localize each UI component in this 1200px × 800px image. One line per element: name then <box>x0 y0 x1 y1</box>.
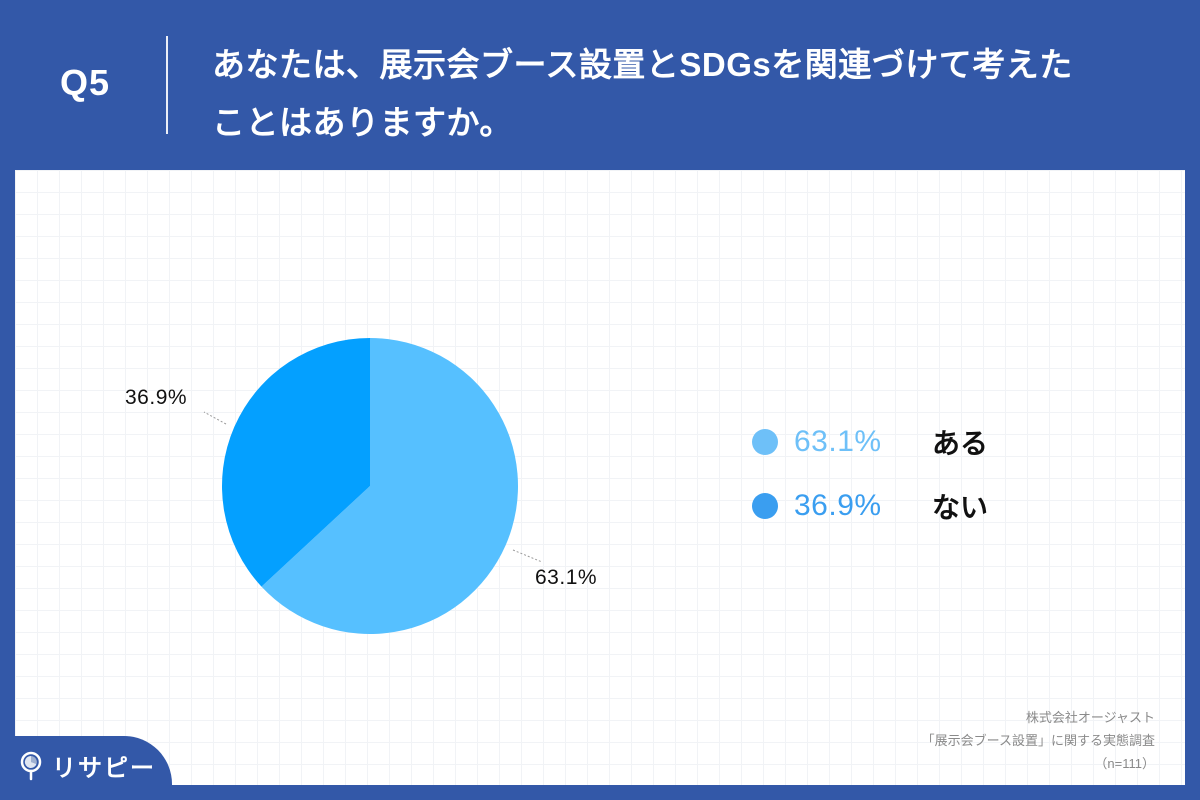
brand-logo: リサピー <box>20 748 156 783</box>
legend-label: ある <box>932 428 989 459</box>
source-sample-size: （n=111） <box>1094 756 1155 771</box>
source-note: 株式会社オージャスト 「展示会ブース設置」に関する実態調査 （n=111） <box>922 706 1155 775</box>
question-line-1: あなたは、展示会ブース設置とSDGsを関連づけて考えた <box>212 46 1073 83</box>
question-text: あなたは、展示会ブース設置とSDGsを関連づけて考えた ことはありますか。 <box>212 36 1152 152</box>
legend-label: ない <box>932 492 989 523</box>
question-number: Q5 <box>60 62 111 103</box>
source-company: 株式会社オージャスト <box>1025 710 1155 725</box>
legend-dot-icon <box>752 493 778 519</box>
legend-item-nai: 36.9% ない <box>752 474 988 538</box>
pin-pie-icon <box>20 751 42 780</box>
legend-dot-icon <box>752 429 778 455</box>
chart-panel <box>15 170 1185 785</box>
leader-line-slice1 <box>512 549 543 563</box>
chart-legend: 63.1% ある 36.9% ない <box>752 410 988 538</box>
question-header: Q5 あなたは、展示会ブース設置とSDGsを関連づけて考えた ことはありますか。 <box>0 0 1200 170</box>
legend-item-aru: 63.1% ある <box>752 410 988 474</box>
leader-line-slice2 <box>203 411 227 425</box>
pie-label-nai: 36.9% <box>125 386 188 409</box>
legend-percent: 36.9% <box>794 489 882 522</box>
header-divider <box>166 36 168 134</box>
pie-slices <box>221 338 518 634</box>
pie-label-aru: 63.1% <box>535 566 598 589</box>
pie-slice-nai <box>221 338 370 587</box>
logo-text: リサピー <box>52 755 156 782</box>
legend-percent: 63.1% <box>794 425 882 458</box>
source-survey: 「展示会ブース設置」に関する実態調査 <box>921 733 1155 748</box>
logo-tab <box>0 736 172 800</box>
question-line-2: ことはありますか。 <box>212 104 513 141</box>
pie-slice-aru <box>261 338 518 634</box>
